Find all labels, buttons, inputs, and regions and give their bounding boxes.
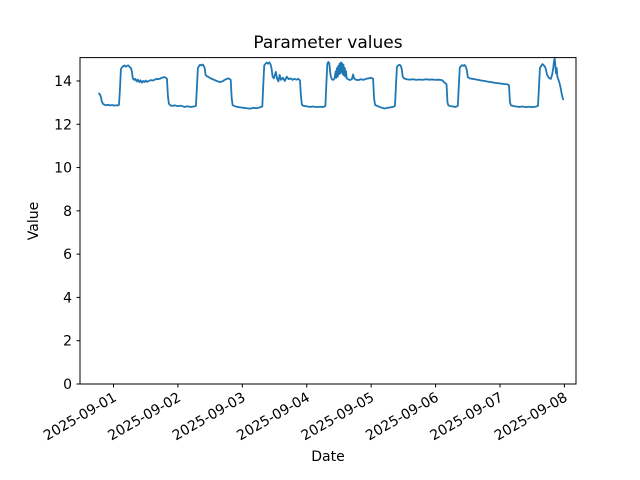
- y-tick-label: 10: [54, 161, 72, 177]
- x-axis-label: Date: [311, 449, 344, 465]
- y-tick-label: 0: [63, 377, 72, 393]
- y-tick-label: 12: [54, 117, 72, 133]
- y-tick-label: 6: [63, 247, 72, 263]
- y-tick-label: 4: [63, 290, 72, 306]
- y-tick-label: 14: [54, 74, 72, 90]
- y-axis-label: Value: [26, 202, 42, 240]
- y-tick-label: 8: [63, 204, 72, 220]
- chart-title: Parameter values: [253, 33, 402, 53]
- y-tick-label: 2: [63, 334, 72, 350]
- data-line-series: [98, 57, 565, 110]
- axes-spines: [79, 57, 577, 385]
